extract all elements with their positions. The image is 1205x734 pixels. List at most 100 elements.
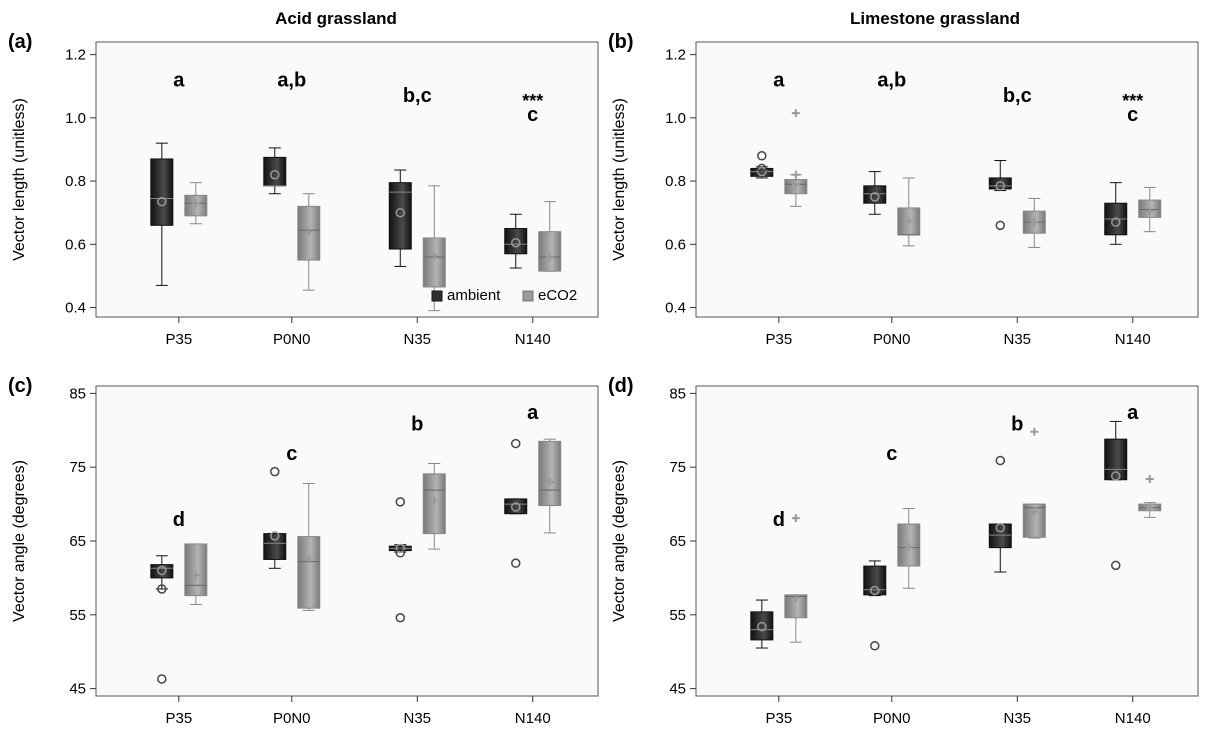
iqr-box <box>1104 438 1128 481</box>
iqr-box <box>1022 503 1046 538</box>
box-eco2-p35 <box>784 514 808 643</box>
y-tick-label: 1.2 <box>65 47 86 64</box>
iqr-box <box>388 182 412 250</box>
y-axis-label: Vector length (unitless) <box>11 98 28 261</box>
iqr-box <box>863 565 887 596</box>
significance-stars: *** <box>522 91 543 111</box>
box-ambient-p35 <box>750 151 774 179</box>
mean-marker <box>1030 218 1039 227</box>
x-tick-label: N35 <box>1004 710 1032 727</box>
x-tick-label: N140 <box>515 710 551 727</box>
mean-marker <box>995 522 1006 533</box>
significance-letter: b,c <box>403 85 432 107</box>
y-tick-label: 0.8 <box>665 173 686 190</box>
outlier-point <box>791 109 800 118</box>
mean-marker <box>430 251 439 260</box>
legend-swatch-ambient <box>431 290 443 302</box>
mean-marker <box>757 166 767 177</box>
iqr-box <box>863 185 887 204</box>
mean-marker <box>1110 217 1121 227</box>
panel-label: (b) <box>608 31 634 53</box>
x-tick-label: P0N0 <box>873 710 911 727</box>
y-tick-label: 85 <box>669 385 686 402</box>
mean-marker <box>510 502 521 512</box>
outlier-point <box>995 220 1006 231</box>
box-eco2-p35 <box>184 182 208 225</box>
iqr-box <box>504 227 528 255</box>
box-ambient-p0n0 <box>263 466 287 569</box>
outlier-point <box>1145 475 1154 483</box>
mean-marker <box>304 227 313 236</box>
significance-letter: c <box>527 104 538 126</box>
column-title-limestone: Limestone grassland <box>850 9 1020 28</box>
significance-letter: a <box>173 69 185 91</box>
outlier-point <box>791 514 800 523</box>
y-tick-label: 65 <box>669 533 686 550</box>
panel-label: (c) <box>8 375 32 397</box>
mean-marker <box>791 593 800 602</box>
mean-marker <box>995 181 1006 191</box>
y-tick-label: 65 <box>69 533 86 550</box>
y-tick-label: 0.4 <box>665 300 686 317</box>
significance-letter: a <box>527 402 539 424</box>
significance-letter: d <box>173 509 185 531</box>
x-tick-label: P35 <box>165 710 192 727</box>
significance-letter: a,b <box>277 69 306 91</box>
significance-letter: b <box>1011 413 1023 435</box>
y-tick-label: 0.6 <box>65 236 86 253</box>
iqr-box <box>538 231 562 272</box>
mean-marker <box>870 585 880 596</box>
y-tick-label: 75 <box>669 459 686 476</box>
box-eco2-n35 <box>1022 427 1046 539</box>
box-eco2-n140 <box>538 438 562 534</box>
x-tick-label: N140 <box>1115 331 1151 348</box>
box-ambient-n140 <box>504 213 528 269</box>
box-ambient-p35 <box>150 142 174 286</box>
significance-letter: b,c <box>1003 85 1032 107</box>
y-axis-label: Vector length (unitless) <box>611 98 628 261</box>
plot-frame <box>695 41 1199 318</box>
mean-marker <box>870 192 880 202</box>
box-eco2-p35 <box>184 543 208 605</box>
mean-marker <box>304 555 313 564</box>
y-tick-label: 45 <box>69 681 86 698</box>
iqr-box <box>297 536 321 609</box>
legend-label-ambient: ambient <box>447 287 501 304</box>
legend-swatch-eco2 <box>522 290 534 302</box>
x-tick-label: N140 <box>515 331 551 348</box>
mean-marker <box>510 237 521 248</box>
y-tick-label: 0.4 <box>65 300 86 317</box>
legend: ambient eCO2 <box>431 287 577 304</box>
iqr-box <box>988 177 1012 190</box>
box-ambient-n140 <box>504 438 528 568</box>
mean-marker <box>545 252 554 261</box>
iqr-box <box>988 523 1012 549</box>
plot-frame <box>95 41 599 318</box>
panel-b: (b) 0.4 0.6 0.8 1.0 1.2 Vector length (unitles… <box>608 31 1199 348</box>
y-tick-label: 75 <box>69 459 86 476</box>
outlier-point <box>1110 560 1121 571</box>
y-tick-label: 1.0 <box>665 110 686 127</box>
panels: (a) 0.4 0.6 0.8 1.0 1.2 Vector length (unitles… <box>8 31 1199 727</box>
box-ambient-p35 <box>150 555 174 684</box>
x-tick-label: P0N0 <box>273 331 311 348</box>
mean-marker <box>270 170 280 180</box>
box-eco2-p35 <box>784 109 808 207</box>
mean-marker <box>157 196 167 207</box>
x-tick-label: N35 <box>404 710 432 727</box>
x-tick-label: N35 <box>404 331 432 348</box>
x-tick-label: P35 <box>765 710 792 727</box>
outlier-point <box>757 151 767 161</box>
significance-letter: a,b <box>877 69 906 91</box>
outlier-point <box>270 466 280 477</box>
box-ambient-n35 <box>988 455 1012 573</box>
outlier-point <box>510 438 521 449</box>
significance-letter: c <box>1127 104 1138 126</box>
panel-a: (a) 0.4 0.6 0.8 1.0 1.2 Vector length (unitles… <box>8 31 599 348</box>
box-ambient-n35 <box>388 169 412 267</box>
box-eco2-n35 <box>422 463 446 550</box>
box-eco2-n35 <box>1022 197 1046 248</box>
iqr-box <box>263 156 287 187</box>
outlier-point <box>395 497 406 507</box>
mean-marker <box>904 542 913 551</box>
